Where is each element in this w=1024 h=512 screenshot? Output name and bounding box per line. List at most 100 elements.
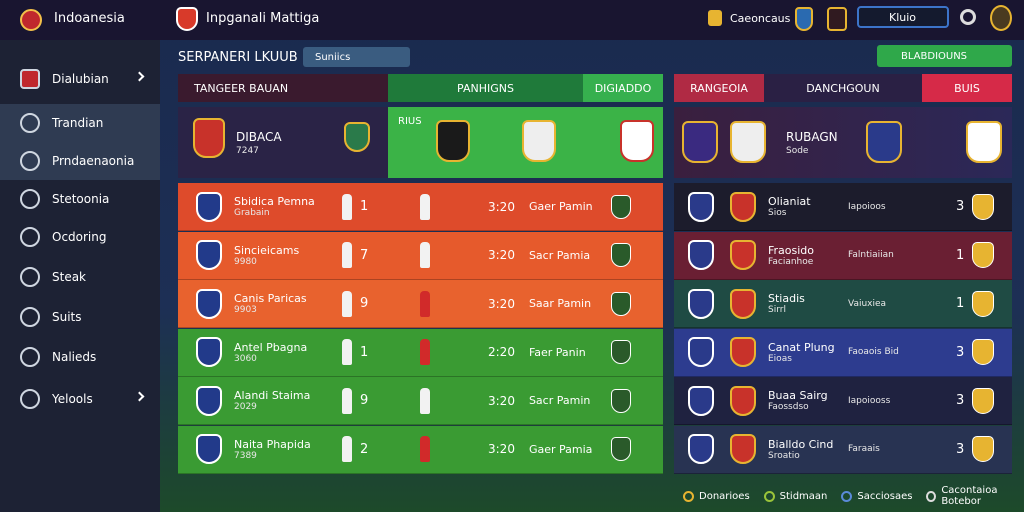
nav-item[interactable]: Prndaenaonia [0, 142, 160, 180]
team-name: Buaa Sairg [768, 389, 828, 402]
position: 3 [956, 393, 965, 408]
team-name: Canis Paricas [234, 292, 307, 305]
club-badge [196, 191, 222, 222]
footer-item[interactable]: Donarioes [683, 485, 750, 507]
team-info: Iapoiooss [848, 395, 891, 406]
icon[interactable] [795, 7, 813, 31]
standing-row[interactable]: Olianiat Sios Iapoioos 3 [674, 183, 1012, 231]
settings-icon[interactable] [960, 9, 976, 25]
match-row[interactable]: Naita Phapida 7389 2 3:20 Gaer Pamia [178, 425, 663, 474]
team-sub: Eioas [768, 353, 792, 364]
nav-item[interactable]: Steak [0, 258, 160, 296]
nav-item[interactable]: Nalieds [0, 338, 160, 376]
standing-row[interactable]: Buaa Sairg Faossdso Iapoiooss 3 [674, 377, 1012, 425]
team-name: Sbidica Pemna [234, 195, 315, 208]
footer-icon [926, 490, 937, 502]
player-icon [420, 387, 430, 414]
nav-item[interactable]: Dialubian [0, 60, 160, 98]
footer-item[interactable]: Stidmaan [763, 485, 827, 507]
club-badge [688, 288, 714, 319]
team-sub: 2029 [234, 402, 257, 412]
position: 1 [956, 247, 965, 263]
search-box[interactable]: Kluio [857, 6, 949, 28]
action-button[interactable]: BLABDIOUNS [877, 45, 1012, 67]
nav-icon [20, 307, 40, 327]
footer-item[interactable]: Cacontaioa Botebor [926, 485, 1024, 507]
club-badge [196, 288, 222, 319]
club-badge [610, 291, 631, 316]
team-sub: 3060 [234, 353, 257, 364]
position: 1 [956, 296, 965, 311]
club-badge [196, 337, 222, 367]
tab[interactable]: PANHIGNS [388, 74, 583, 102]
match-row[interactable]: Sbidica Pemna Grabain 1 3:20 Gaer Pamin [178, 183, 663, 231]
button-text: BLABDIOUNS [901, 50, 968, 62]
club-badge [972, 387, 994, 414]
score: 3:20 [488, 296, 515, 311]
team-cell: Stiadis Sirrl [768, 292, 848, 315]
icon [708, 10, 722, 26]
match-row[interactable]: Alandi Staima 2029 9 3:20 Sacr Pamin [178, 377, 663, 425]
standing-row[interactable]: Stiadis Sirrl Vaiuxiea 1 [674, 280, 1012, 328]
footer: Donarioes Stidmaan Sacciosaes Cacontaioa Bo… [683, 485, 1024, 507]
team-name: Stiadis [768, 292, 805, 305]
team-cell: Olianiat Sios [768, 195, 848, 218]
team-sub: Sios [768, 208, 787, 218]
player-icon [420, 436, 430, 462]
team-cell: Fraosido Facianhoe [768, 244, 848, 267]
tab-label: DIGIADDO [594, 81, 652, 95]
nav-item[interactable]: Suits [0, 298, 160, 336]
footer-item[interactable]: Sacciosaes [841, 485, 912, 507]
club-logo [176, 7, 198, 31]
venue: Gaer Pamin [528, 200, 593, 213]
filter-button[interactable]: Suniics [303, 47, 410, 67]
team-name: Naita Phapida [234, 437, 311, 451]
nav-item[interactable]: Trandian [0, 104, 160, 142]
brand: Indoanesia [54, 11, 125, 26]
player-icon [420, 242, 430, 268]
team-info: Falntiaiian [848, 250, 894, 260]
player-number: 1 [360, 199, 369, 214]
club-badge [688, 240, 714, 270]
team-cell: Buaa Sairg Faossdso [768, 389, 848, 412]
nav-item[interactable]: Yelools [0, 380, 160, 418]
club-badge [196, 434, 222, 464]
standing-row[interactable]: Bialldo Cind Sroatio Faraais 3 [674, 425, 1012, 474]
club-badge [196, 385, 222, 416]
club-badge [610, 194, 631, 219]
brand-logo [20, 9, 42, 31]
nav-label: Prndaenaonia [52, 154, 135, 168]
club-badge [620, 120, 654, 162]
profile-icon[interactable] [990, 5, 1012, 31]
nav-item[interactable]: Ocdoring [0, 218, 160, 256]
tab[interactable]: DIGIADDO [583, 74, 663, 102]
footer-icon [841, 490, 853, 502]
score: 3:20 [488, 248, 515, 262]
standing-row[interactable]: Canat Plung Eioas Faoaois Bid 3 [674, 328, 1012, 377]
match-row[interactable]: Canis Paricas 9903 9 3:20 Saar Pamin [178, 280, 663, 328]
match-row[interactable]: Sincieicams 9980 7 3:20 Sacr Pamia [178, 231, 663, 280]
nav-icon [20, 389, 40, 409]
nav-label: Trandian [52, 116, 104, 130]
club-badge [610, 388, 631, 413]
tab[interactable]: BUIS [922, 74, 1012, 102]
club-badge [972, 339, 994, 365]
icon[interactable] [827, 7, 847, 31]
team-sub: Sroatio [768, 450, 800, 461]
club-badge [730, 288, 756, 319]
tab[interactable]: TANGEER BAUAN [178, 74, 388, 102]
club-badge [972, 290, 994, 317]
tab[interactable]: RANGEOIA [674, 74, 764, 102]
team-cell: Antel Pbagna 3060 [234, 341, 338, 364]
nav-item[interactable]: Stetoonia [0, 180, 160, 218]
venue: Sacr Pamin [528, 394, 591, 407]
club-badge [610, 340, 631, 364]
venue: Saar Pamin [528, 297, 592, 310]
team-sub: 7389 [234, 450, 257, 461]
player-icon [342, 242, 352, 268]
standing-row[interactable]: Fraosido Facianhoe Falntiaiian 1 [674, 231, 1012, 280]
tab[interactable]: DANCHGOUN [764, 74, 922, 102]
match-row[interactable]: Antel Pbagna 3060 1 2:20 Faer Panin [178, 328, 663, 377]
title: Inpganali Mattiga [206, 11, 320, 26]
